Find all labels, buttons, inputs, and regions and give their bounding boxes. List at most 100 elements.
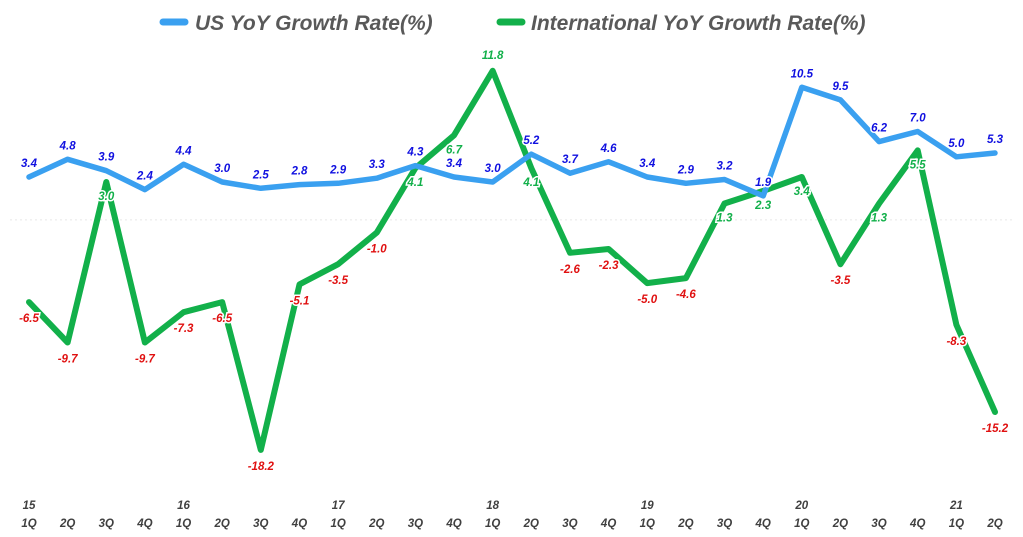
series-line-intl[interactable] xyxy=(26,67,998,453)
x-axis: 1Q 15 2Q 3Q 4Q 1Q 16 2Q 3Q 4Q 1Q 17 2Q 3Q 4Q 1Q 18 2Q 3Q 4Q… xyxy=(21,500,1002,530)
data-label-intl: 4.1 xyxy=(405,176,425,191)
data-label-text: 4.8 xyxy=(59,140,77,152)
data-label-intl: 11.8 xyxy=(480,48,505,63)
data-label-us: 2.9 xyxy=(328,163,349,178)
data-label-intl: -5.1 xyxy=(288,294,311,309)
series-line-us[interactable] xyxy=(26,84,998,199)
x-year-label: 16 xyxy=(177,500,190,512)
data-label-intl: -9.7 xyxy=(134,352,157,367)
data-label-intl: -8.3 xyxy=(945,334,968,349)
data-label-us: 10.5 xyxy=(789,67,815,82)
data-label-intl: 6.7 xyxy=(445,143,465,158)
data-label-us: 3.4 xyxy=(445,156,465,171)
data-label-text: 3.0 xyxy=(485,163,502,175)
data-label-us: 4.3 xyxy=(405,145,426,160)
data-label-intl: 1.3 xyxy=(870,211,890,226)
data-label-text: 6.7 xyxy=(446,144,463,156)
x-year-label: 17 xyxy=(332,500,345,512)
data-label-us: 4.4 xyxy=(173,144,194,159)
data-label-text: 4.3 xyxy=(406,147,424,159)
data-label-text: 4.1 xyxy=(522,177,539,189)
x-tick-label: 4Q xyxy=(291,518,307,530)
data-label-intl: -7.3 xyxy=(172,322,195,337)
data-label-intl: -5.0 xyxy=(636,293,659,308)
data-label-us: 3.3 xyxy=(367,158,387,173)
data-label-intl: -3.5 xyxy=(327,274,350,289)
data-label-intl: -9.7 xyxy=(56,352,79,367)
data-label-text: 2.4 xyxy=(136,171,154,183)
data-label-text: 2.3 xyxy=(754,200,772,212)
x-tick-label: 2Q xyxy=(986,518,1002,530)
x-tick-label: 4Q xyxy=(600,518,616,530)
data-label-us: 3.7 xyxy=(560,153,580,168)
legend-item-intl[interactable]: International YoY Growth Rate(%) xyxy=(496,12,865,35)
x-tick-label: 2Q xyxy=(214,518,230,530)
data-label-text: 11.8 xyxy=(482,50,504,62)
data-label-intl: -2.6 xyxy=(559,262,582,277)
data-label-us: 9.5 xyxy=(831,79,851,94)
x-tick-label: 1Q xyxy=(330,518,345,530)
legend-label-intl: International YoY Growth Rate(%) xyxy=(531,12,865,35)
x-tick-label: 4Q xyxy=(909,518,925,530)
x-tick-label: 3Q xyxy=(717,518,732,530)
data-label-us: 5.2 xyxy=(522,134,542,149)
data-label-text: 4.1 xyxy=(406,177,423,189)
data-label-text: -4.6 xyxy=(676,289,696,301)
data-label-us: 7.0 xyxy=(908,111,928,126)
data-label-text: 4.4 xyxy=(175,145,193,157)
x-year-label: 19 xyxy=(641,500,654,512)
data-label-text: 2.5 xyxy=(252,169,270,181)
legend-label-us: US YoY Growth Rate(%) xyxy=(195,12,433,35)
data-label-us: 2.8 xyxy=(289,164,310,179)
data-label-text: 3.0 xyxy=(98,191,115,203)
data-label-intl: -18.2 xyxy=(246,459,276,474)
data-label-text: 9.5 xyxy=(832,81,849,93)
data-label-us: 3.2 xyxy=(715,159,735,174)
data-label-us: 5.3 xyxy=(986,132,1006,147)
data-label-intl: -1.0 xyxy=(365,242,388,257)
data-label-text: 3.2 xyxy=(717,161,734,173)
data-label-text: 3.0 xyxy=(214,163,231,175)
x-tick-label: 2Q xyxy=(368,518,384,530)
data-label-text: -5.0 xyxy=(637,294,657,306)
data-label-us: 4.6 xyxy=(598,141,619,156)
data-label-us: 2.4 xyxy=(134,169,155,184)
data-label-text: -6.5 xyxy=(212,313,232,325)
data-label-intl: 2.3 xyxy=(753,198,774,213)
data-label-text: 2.8 xyxy=(290,166,308,178)
data-label-us: 3.4 xyxy=(638,156,658,171)
data-label-text: 5.5 xyxy=(910,159,927,171)
legend-item-us[interactable]: US YoY Growth Rate(%) xyxy=(159,12,433,35)
x-tick-label: 1Q xyxy=(176,518,191,530)
x-tick-label: 3Q xyxy=(99,518,114,530)
x-tick-label: 3Q xyxy=(253,518,268,530)
data-label-text: -1.0 xyxy=(367,244,387,256)
x-tick-label: 2Q xyxy=(677,518,693,530)
x-year-label: 18 xyxy=(486,500,499,512)
data-label-text: 4.6 xyxy=(600,143,618,155)
data-label-text: -3.5 xyxy=(328,275,348,287)
data-label-text: -8.3 xyxy=(946,336,966,348)
x-tick-label: 4Q xyxy=(445,518,461,530)
data-label-text: 7.0 xyxy=(910,112,927,124)
data-label-us: 3.0 xyxy=(483,162,503,177)
data-label-text: -15.2 xyxy=(982,423,1009,435)
data-label-text: 3.9 xyxy=(98,152,115,164)
data-label-us: 2.5 xyxy=(250,168,271,183)
data-label-intl: 1.3 xyxy=(715,211,735,226)
data-label-us: 3.0 xyxy=(213,162,233,177)
data-label-text: 3.4 xyxy=(639,158,656,170)
data-label-text: -9.7 xyxy=(135,353,155,365)
x-tick-label: 3Q xyxy=(562,518,577,530)
x-tick-label: 4Q xyxy=(754,518,770,530)
data-label-intl: -3.5 xyxy=(829,274,852,289)
data-label-text: 2.9 xyxy=(329,164,347,176)
x-tick-label: 4Q xyxy=(136,518,152,530)
data-label-intl: -2.3 xyxy=(597,258,620,273)
data-label-text: -5.1 xyxy=(290,295,310,307)
data-label-text: -7.3 xyxy=(174,323,194,335)
x-tick-label: 3Q xyxy=(408,518,423,530)
x-tick-label: 3Q xyxy=(871,518,886,530)
x-tick-label: 1Q xyxy=(794,518,809,530)
